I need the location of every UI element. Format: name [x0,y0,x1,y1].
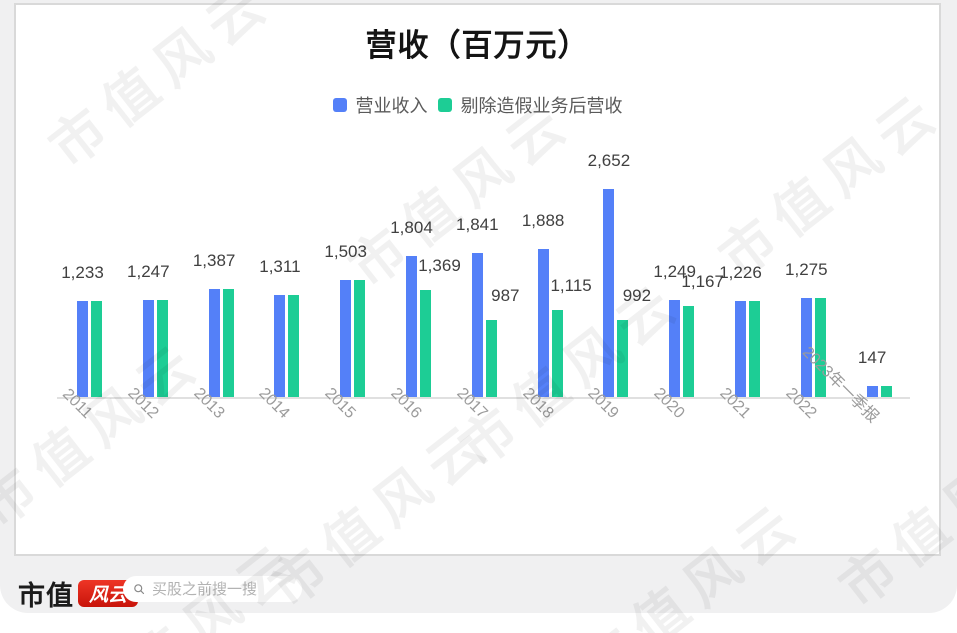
bar-revenue-2012 [142,300,154,398]
legend-item-revenue[interactable]: 营业收入 [332,92,428,118]
chart-title: 营收（百万元） [365,28,590,63]
bar-adjusted-revenue-2011 [91,301,102,398]
value-label-2011: 1,233 [61,263,104,282]
x-tick-2017: 2017 [453,384,491,423]
legend-item-adjusted-revenue[interactable]: 剔除造假业务后营收 [437,92,623,118]
bar-adjusted-revenue-2013 [222,289,234,398]
value-label-2020: 1,249 [653,262,696,281]
x-tick-2011: 2011 [59,385,96,423]
chart-legend: 营业收入 剔除造假业务后营收 [14,92,941,118]
bar-revenue-2021 [735,301,746,398]
x-tick-2021: 2021 [716,384,754,423]
bar-adjusted-revenue-2014 [288,295,300,398]
logo-badge: 风云 [78,580,138,607]
x-tick-2014: 2014 [255,384,293,423]
bar-revenue-2017 [471,253,483,398]
bar-adjusted-revenue-2016 [420,290,431,398]
value-label-2023年一季报: 147 [857,348,887,367]
x-tick-2019: 2019 [584,384,622,423]
bar-adjusted-revenue-2018 [551,310,563,398]
value-label-2022: 1,275 [785,260,828,279]
bar-revenue-2011 [77,301,88,398]
value-label-adjusted-2017: 987 [491,286,520,305]
bar-revenue-2020 [669,300,681,398]
x-tick-2012: 2012 [124,384,162,423]
legend-swatch-blue-icon [332,98,347,112]
bar-revenue-2014 [274,295,286,398]
value-label-adjusted-2019: 992 [622,286,652,305]
x-tick-2018: 2018 [518,384,557,423]
legend-label-adjusted-revenue: 剔除造假业务后营收 [460,96,623,116]
value-label-2019: 2,652 [587,151,631,170]
bar-revenue-2016 [406,256,417,398]
value-label-2017: 1,841 [456,215,499,234]
bar-adjusted-revenue-2019 [617,320,629,398]
site-logo[interactable]: 市值 风云 [18,574,138,613]
value-label-2012: 1,247 [127,262,170,281]
logo-text: 市值 [18,581,74,611]
bar-revenue-2018 [537,249,549,398]
bar-adjusted-revenue-2021 [749,301,760,398]
value-label-2018: 1,888 [521,211,565,230]
x-tick-2016: 2016 [387,384,425,423]
bar-revenue-2022 [800,298,812,398]
bar-revenue-2013 [208,289,220,398]
value-label-adjusted-2016: 1,369 [418,256,461,275]
value-label-2016: 1,804 [390,218,433,237]
search-bar[interactable] [123,576,302,602]
x-tick-2020: 2020 [650,384,688,423]
bar-revenue-2015 [340,280,352,398]
footer-bar: 市值 风云 [0,570,957,613]
x-axis-line [57,397,910,399]
bar-adjusted-revenue-2012 [156,300,168,398]
x-tick-2015: 2015 [321,384,359,423]
bar-adjusted-revenue-2023年一季报 [880,386,892,398]
value-label-2021: 1,226 [719,263,762,282]
bar-adjusted-revenue-2022 [814,298,826,398]
legend-swatch-green-icon [437,98,452,112]
search-input[interactable] [152,580,292,598]
value-label-2013: 1,387 [192,251,236,270]
bar-adjusted-revenue-2017 [485,320,497,398]
value-label-adjusted-2018: 1,115 [550,276,592,295]
value-label-adjusted-2020: 1,167 [681,272,724,291]
search-icon [134,584,145,595]
value-label-2015: 1,503 [324,242,367,261]
value-label-2014: 1,311 [259,257,301,276]
bar-revenue-2019 [603,189,615,398]
bar-adjusted-revenue-2015 [354,280,366,398]
bar-revenue-2023年一季报 [866,386,878,398]
x-tick-2022: 2022 [782,384,820,423]
x-tick-2013: 2013 [189,384,228,423]
bar-adjusted-revenue-2020 [683,306,695,398]
legend-label-revenue: 营业收入 [355,96,428,116]
